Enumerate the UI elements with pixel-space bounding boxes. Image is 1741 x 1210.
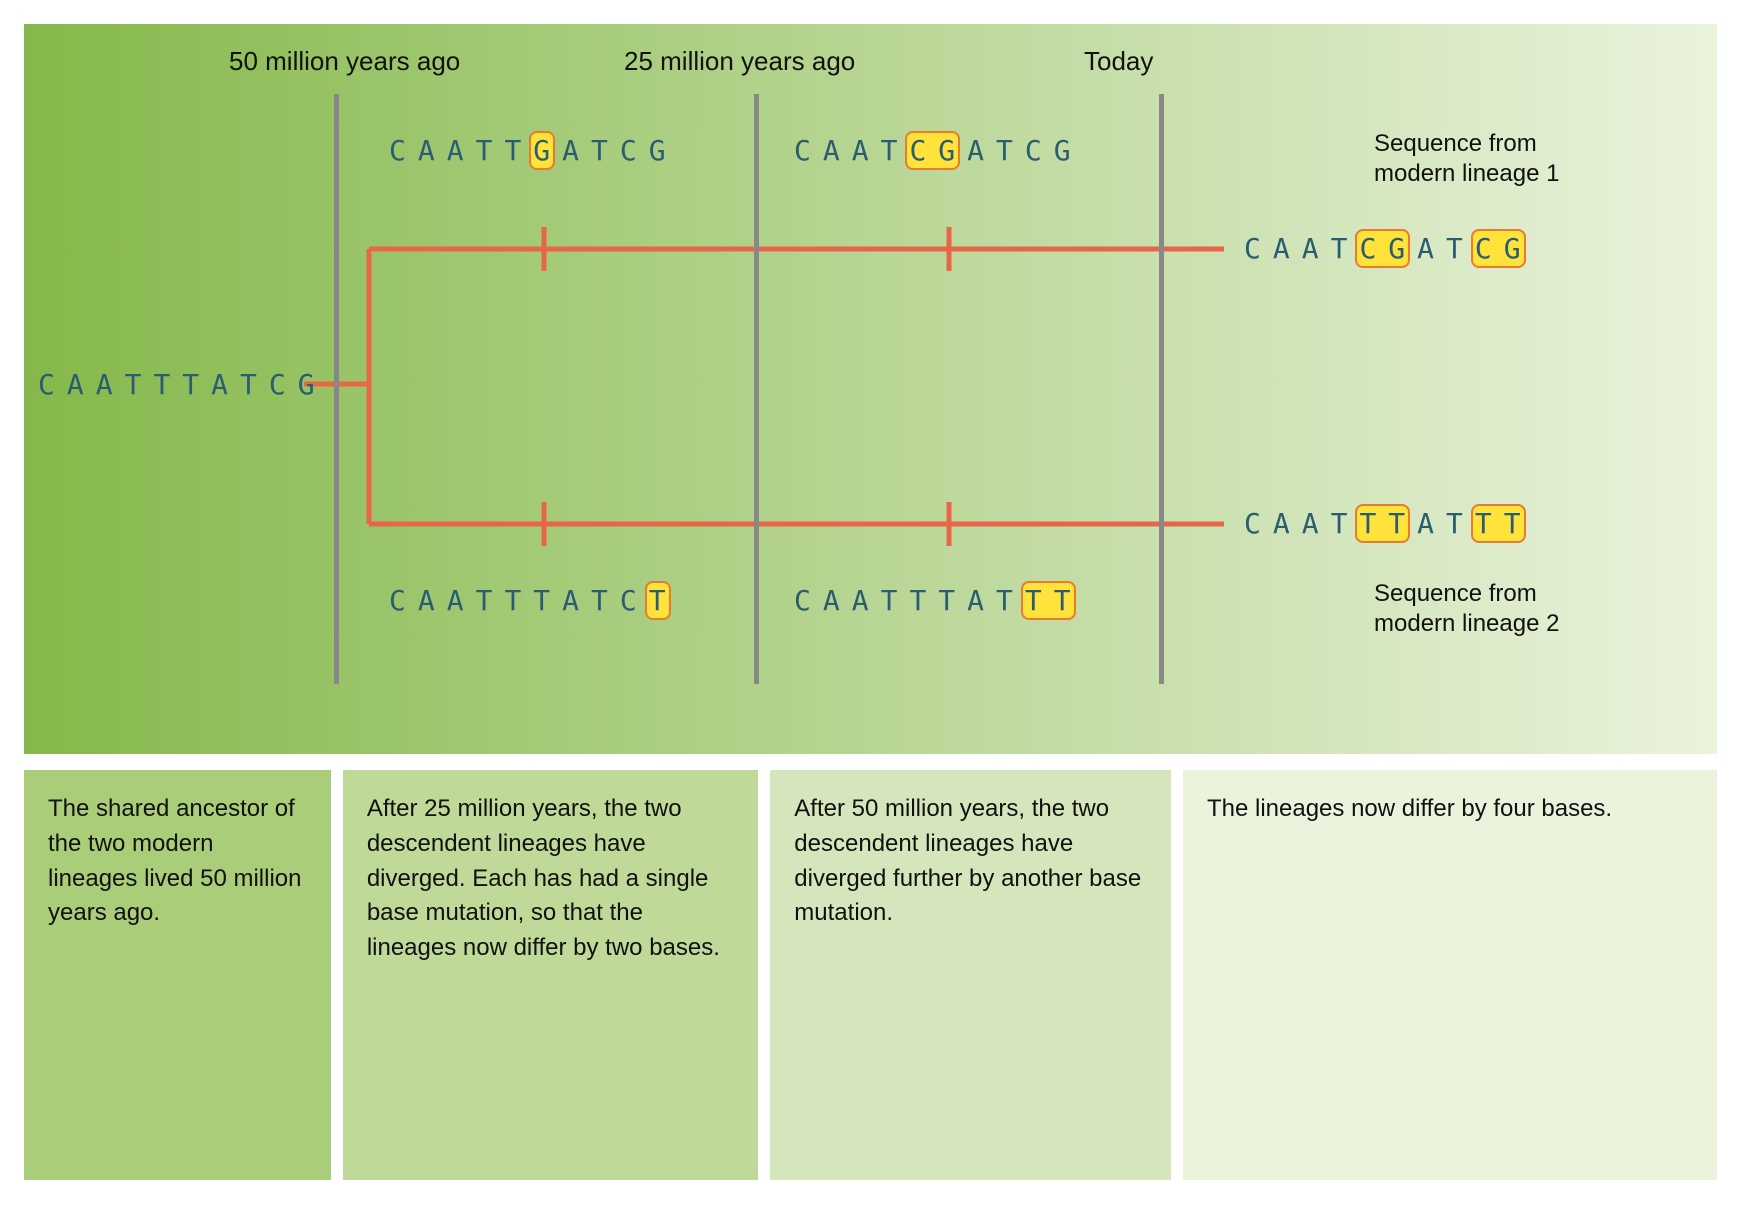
base: A [447,584,476,617]
base: T [182,368,211,401]
base: T [125,368,154,401]
base: T [591,134,620,167]
time-gridline [334,94,339,684]
base: T [240,368,269,401]
base: C [38,368,67,401]
mutation-highlight: TT [1025,584,1083,617]
mutation-highlight: T [649,584,678,617]
caption-row: The shared ancestor of the two modern li… [24,770,1717,1180]
base: T [476,584,505,617]
base: A [1302,507,1331,540]
base: T [591,584,620,617]
mutation-highlight: CG [1359,232,1417,265]
base: A [967,134,996,167]
sequence-l1_step2: CAATCGATCG [794,134,1083,167]
mutation-highlight: TT [1475,507,1533,540]
mutation-highlight: CG [1475,232,1533,265]
phylogeny-diagram: 50 million years ago 25 million years ago… [24,24,1717,754]
time-gridline [754,94,759,684]
base: A [562,584,591,617]
base: A [1273,507,1302,540]
caption-1: The shared ancestor of the two modern li… [24,770,331,1180]
base: T [533,584,562,617]
base: A [823,584,852,617]
base: T [996,134,1025,167]
base: A [562,134,591,167]
base: G [649,134,678,167]
sequence-l2_step1: CAATTTATCT [389,584,678,617]
base: C [794,584,823,617]
base: G [1054,134,1083,167]
base: C [620,134,649,167]
base: A [852,584,881,617]
base: C [1025,134,1054,167]
sequence-l2_step2: CAATTTATTT [794,584,1083,617]
time-label: 25 million years ago [624,46,855,77]
sequence-l2_today: CAATTTATTT [1244,507,1533,540]
base: A [96,368,125,401]
base: A [67,368,96,401]
base: A [1417,507,1446,540]
mutation-highlight: TT [1359,507,1417,540]
caption-2: After 25 million years, the two descende… [343,770,758,1180]
caption-3: After 50 million years, the two descende… [770,770,1171,1180]
caption-4: The lineages now differ by four bases. [1183,770,1717,1180]
base: C [269,368,298,401]
base: A [1417,232,1446,265]
base: A [823,134,852,167]
base: A [418,134,447,167]
base: C [1244,232,1273,265]
base: A [967,584,996,617]
base: A [418,584,447,617]
time-label: Today [1084,46,1153,77]
lineage-label: Sequence frommodern lineage 2 [1374,579,1559,639]
base: T [504,584,533,617]
base: T [476,134,505,167]
sequence-l1_step1: CAATTGATCG [389,134,678,167]
base: C [389,134,418,167]
lineage-label: Sequence frommodern lineage 1 [1374,129,1559,189]
sequence-ancestor: CAATTTATCG [38,368,327,401]
base: A [447,134,476,167]
base: G [298,368,327,401]
mutation-highlight: CG [909,134,967,167]
base: A [1302,232,1331,265]
base: C [389,584,418,617]
base: A [211,368,240,401]
mutation-highlight: G [533,134,562,167]
base: C [794,134,823,167]
base: T [909,584,938,617]
time-gridline [1159,94,1164,684]
base: A [1273,232,1302,265]
base: T [938,584,967,617]
sequence-l1_today: CAATCGATCG [1244,232,1533,265]
base: T [153,368,182,401]
time-label: 50 million years ago [229,46,460,77]
base: C [1244,507,1273,540]
base: A [852,134,881,167]
base: T [881,584,910,617]
